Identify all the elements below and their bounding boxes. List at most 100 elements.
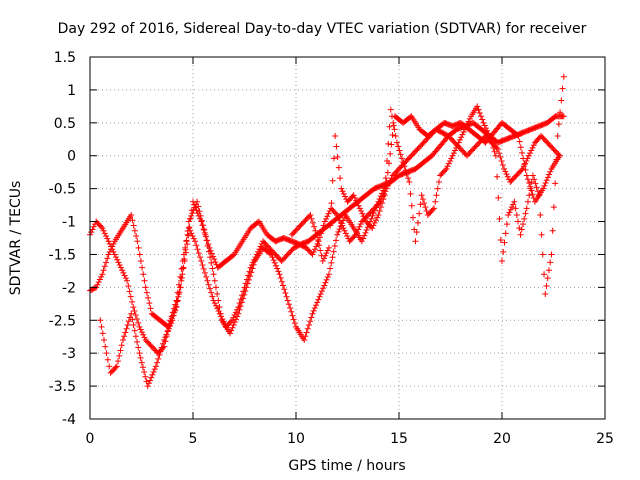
data-point [316, 293, 323, 300]
data-point [370, 222, 377, 229]
data-point [243, 284, 250, 291]
data-point [456, 136, 463, 143]
data-point [170, 312, 177, 319]
data-point [511, 198, 518, 205]
data-point [543, 283, 550, 290]
data-point [150, 368, 157, 375]
data-point [155, 355, 162, 362]
data-point [247, 273, 254, 280]
data-point [325, 210, 332, 217]
data-point [147, 305, 154, 312]
data-point [322, 252, 329, 259]
data-point [520, 155, 527, 162]
data-point [496, 215, 503, 222]
data-point [553, 156, 560, 163]
data-point [179, 265, 186, 272]
data-point [136, 350, 143, 357]
data-point [284, 297, 291, 304]
data-point [281, 286, 288, 293]
data-point [410, 214, 417, 221]
data-point [317, 247, 324, 254]
x-tick-label: 0 [86, 431, 95, 447]
data-point [485, 130, 492, 137]
data-point [115, 259, 122, 266]
data-point [133, 233, 140, 240]
data-point [209, 265, 216, 272]
data-point [376, 208, 383, 215]
data-point [545, 267, 552, 274]
data-point [542, 179, 549, 186]
data-point [130, 222, 137, 229]
data-point [321, 255, 328, 262]
data-point [544, 275, 551, 282]
data-point [369, 212, 376, 219]
y-tick-label: 0.5 [54, 116, 76, 132]
data-point [230, 321, 237, 328]
data-point [431, 205, 438, 212]
data-point [482, 125, 489, 132]
data-point [138, 329, 145, 336]
data-point [374, 214, 381, 221]
data-point [168, 320, 175, 327]
data-point [211, 277, 218, 284]
data-point [311, 305, 318, 312]
data-point [494, 146, 501, 153]
data-point [101, 337, 108, 344]
data-point [497, 154, 504, 161]
data-point [362, 229, 369, 236]
data-point [197, 212, 204, 219]
data-point [148, 374, 155, 381]
data-point [480, 119, 487, 126]
data-point [388, 113, 395, 120]
data-point [492, 152, 499, 159]
series-track-c [97, 113, 563, 390]
data-point [334, 231, 341, 238]
data-point [560, 113, 567, 120]
data-point [208, 259, 215, 266]
data-point [517, 231, 524, 238]
data-point [121, 333, 128, 340]
data-point [402, 167, 409, 174]
data-point [541, 182, 548, 189]
data-point [412, 238, 419, 245]
data-point [199, 261, 206, 268]
data-point [390, 119, 397, 126]
data-point [190, 207, 197, 214]
data-point [407, 190, 414, 197]
data-point [94, 281, 101, 288]
data-point [384, 169, 391, 176]
data-point [417, 201, 424, 208]
data-point [524, 176, 531, 183]
data-point [395, 143, 402, 150]
data-point [116, 261, 123, 268]
data-point [370, 210, 377, 217]
data-point [319, 226, 326, 233]
data-point [382, 175, 389, 182]
data-point [280, 282, 287, 289]
data-point [419, 196, 426, 203]
y-axis-label: SDTVAR / TECUs [8, 181, 24, 296]
data-point [127, 293, 134, 300]
data-point [129, 316, 136, 323]
y-tick-label: 0 [67, 149, 76, 165]
data-point [201, 269, 208, 276]
data-point [196, 208, 203, 215]
data-point [104, 235, 111, 242]
data-point [324, 213, 331, 220]
data-point [371, 219, 378, 226]
data-point [103, 233, 110, 240]
data-point [105, 238, 112, 245]
data-point [90, 223, 97, 230]
data-point [529, 191, 536, 198]
data-point [138, 359, 145, 366]
data-point [141, 334, 148, 341]
data-point [161, 337, 168, 344]
data-point [548, 251, 555, 258]
data-point [241, 291, 248, 298]
data-point [523, 172, 530, 179]
data-point [447, 157, 454, 164]
data-point [475, 106, 482, 113]
data-point [315, 296, 322, 303]
data-point [121, 272, 128, 279]
data-point [174, 298, 181, 305]
